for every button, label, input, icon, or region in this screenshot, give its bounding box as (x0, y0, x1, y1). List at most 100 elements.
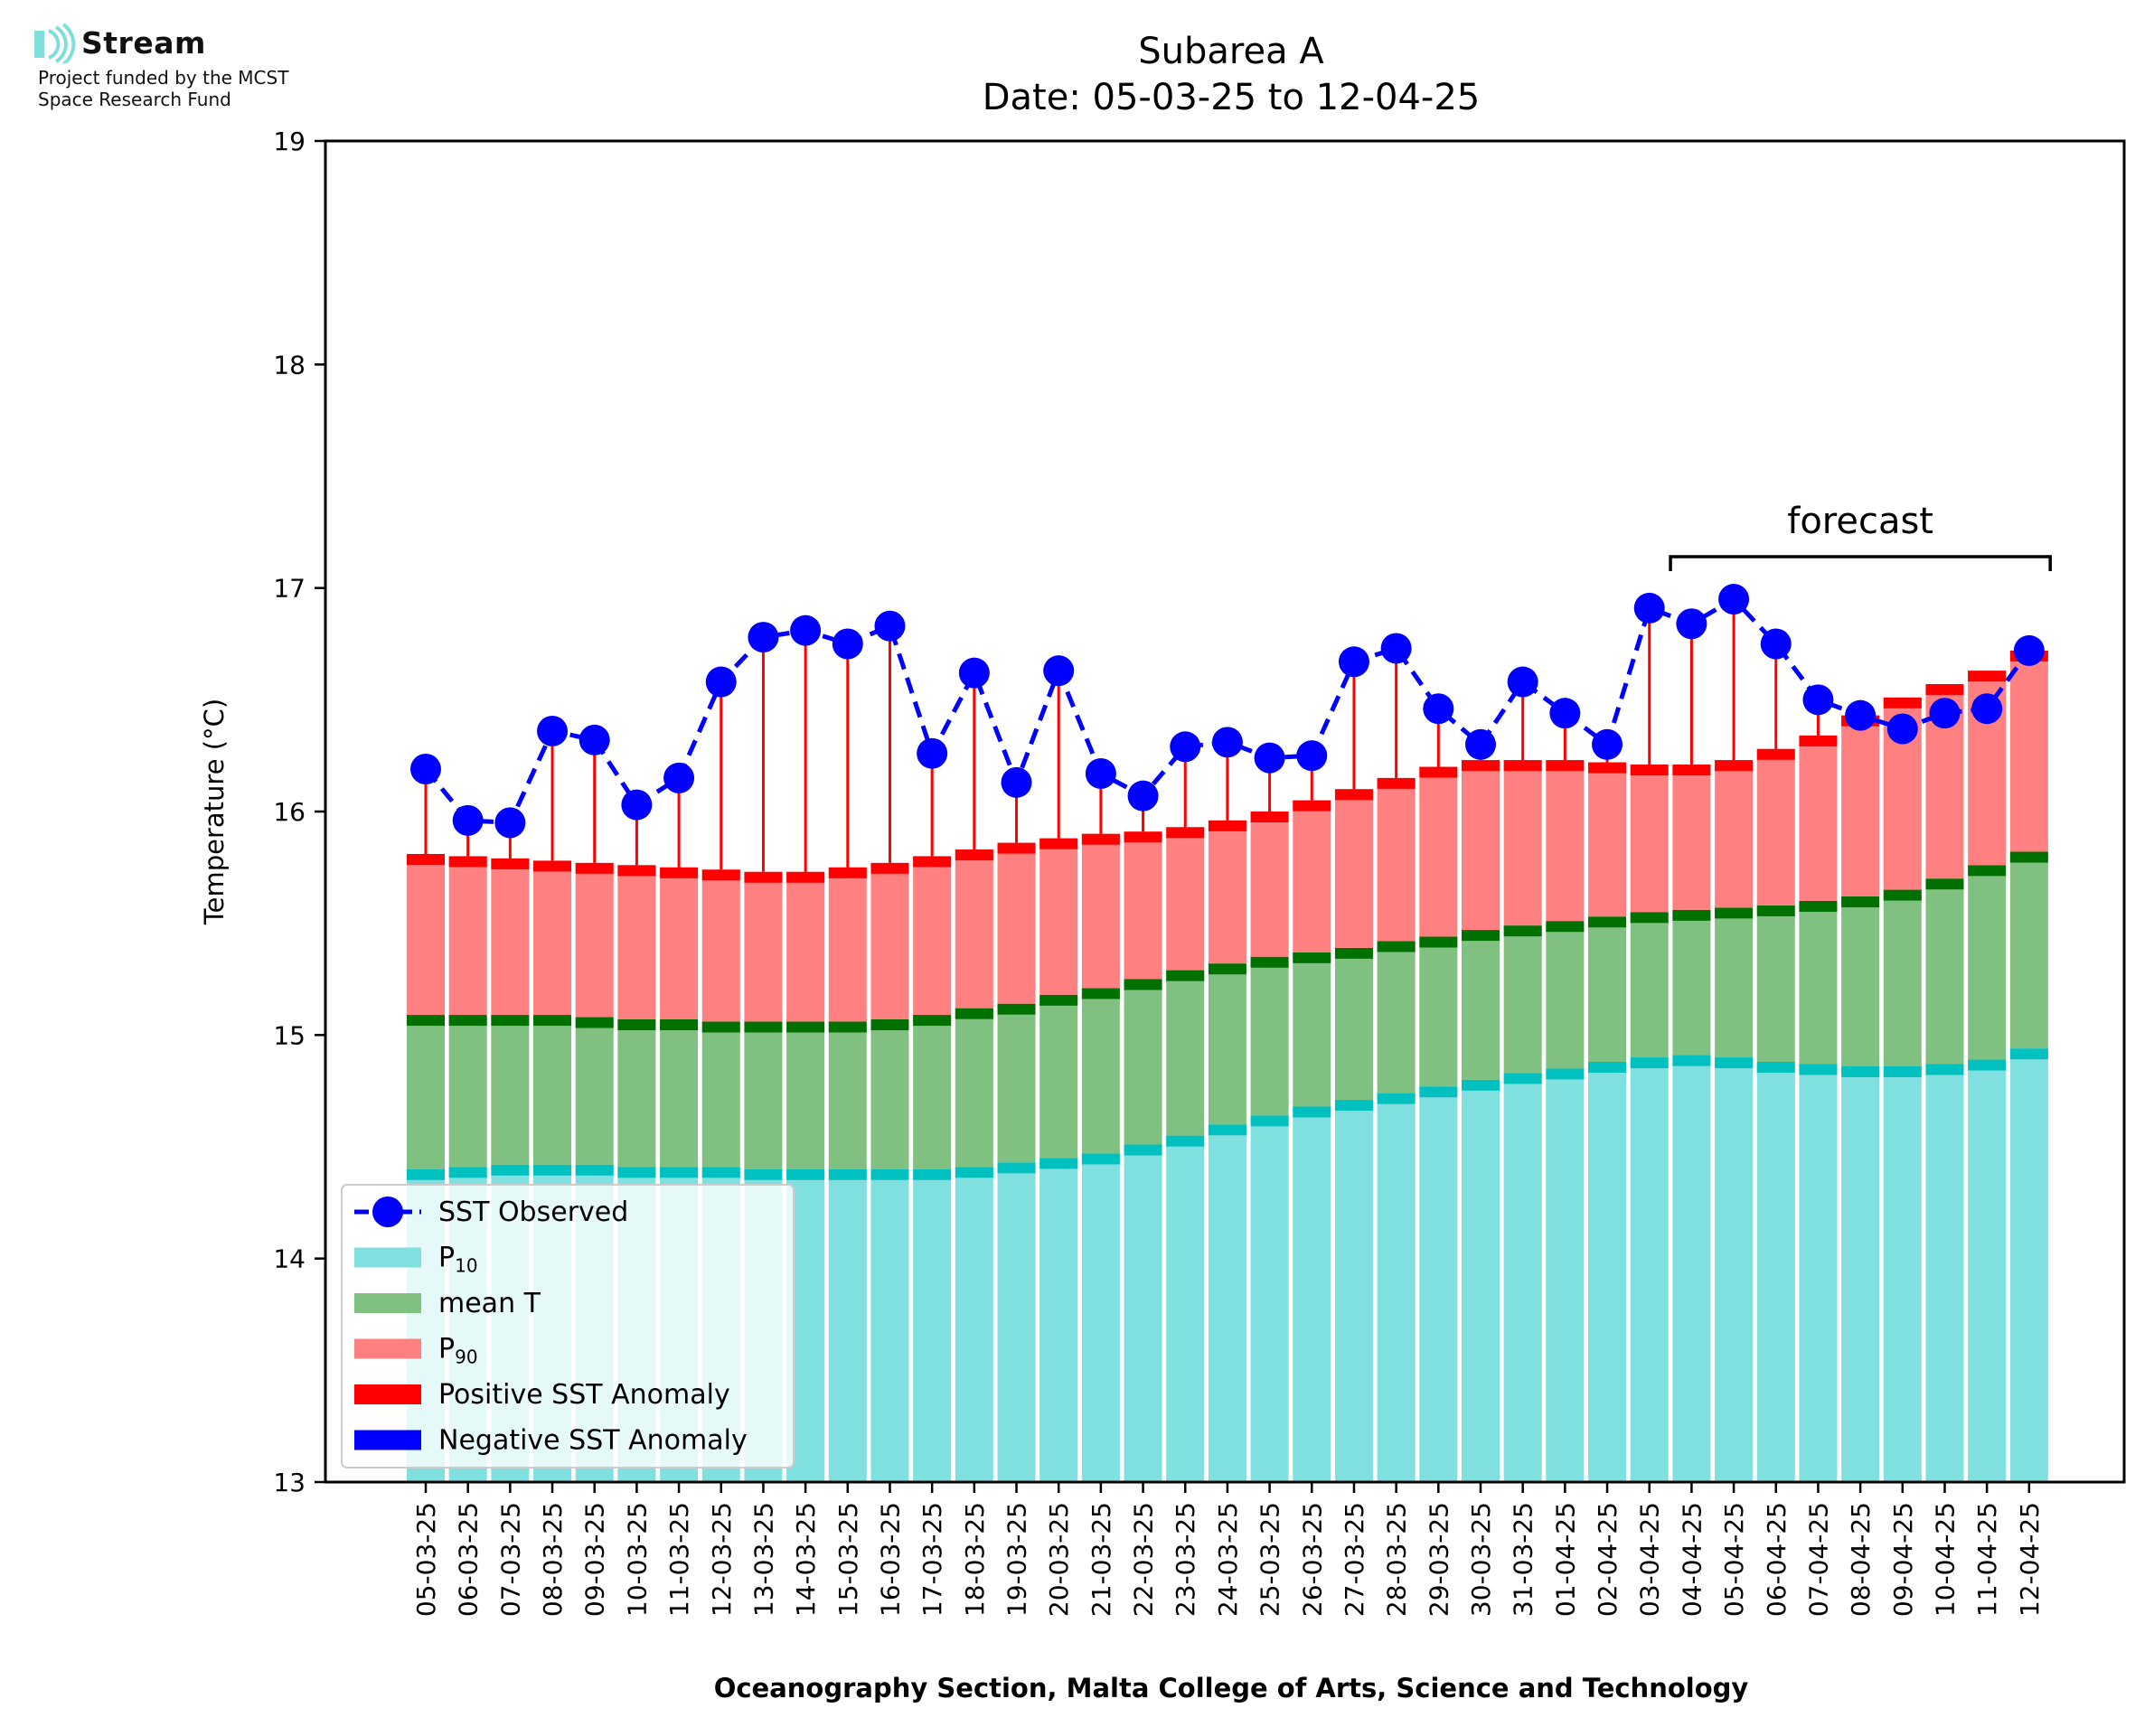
bar-mean-edge (1208, 963, 1246, 975)
bar-mean-edge (448, 1015, 487, 1027)
bar-p10-edge (1672, 1055, 1711, 1066)
bar-p90 (1039, 838, 1078, 995)
bar-mean-edge (955, 1008, 993, 1019)
bar-mean (1039, 994, 1078, 1159)
bar-p90-edge (1081, 833, 1120, 845)
bar-p90-edge (1166, 827, 1205, 839)
bar-p90-edge (1968, 671, 2007, 682)
bar-p10 (955, 1167, 993, 1482)
bar-mean (1503, 925, 1542, 1074)
bar-mean-edge (1588, 916, 1627, 928)
bar-p90-edge (1715, 760, 1754, 772)
bar-mean (786, 1021, 825, 1169)
bar-p10 (997, 1162, 1036, 1482)
sst-observed-point (874, 610, 906, 642)
x-axis-label: Oceanography Section, Malta College of A… (714, 1673, 1749, 1703)
sst-observed-point (1886, 713, 1918, 745)
x-tick-label: 22-03-25 (1129, 1502, 1159, 1617)
bar-mean (1588, 916, 1627, 1063)
sst-observed-point (410, 754, 441, 785)
bar-p10 (828, 1168, 867, 1482)
bar-p90 (1081, 833, 1120, 989)
bar-p90-edge (1588, 762, 1627, 774)
legend-swatch (354, 1338, 421, 1359)
bar-mean-edge (1756, 905, 1795, 916)
bar-mean (533, 1015, 572, 1165)
sst-observed-point (1465, 728, 1496, 760)
bar-p90 (1588, 762, 1627, 917)
bar-mean-edge (1883, 889, 1922, 901)
sst-observed-point (537, 715, 569, 746)
bar-p10-edge (2009, 1048, 2048, 1060)
bar-p90 (407, 853, 445, 1016)
bar-mean-edge (1124, 979, 1162, 990)
x-tick-label: 10-04-25 (1930, 1502, 1960, 1617)
bar-p90-edge (1546, 760, 1585, 772)
bar-mean (701, 1021, 740, 1168)
legend-swatch (354, 1293, 421, 1313)
bar-mean (1081, 988, 1120, 1154)
bar-p90 (1250, 812, 1289, 957)
bar-p10 (1841, 1065, 1880, 1482)
bar-p10 (1208, 1124, 1246, 1482)
bar-mean-edge (701, 1021, 740, 1033)
bar-p10 (1124, 1144, 1162, 1482)
bar-p90-edge (407, 853, 445, 865)
bar-p10 (1081, 1153, 1120, 1482)
bar-mean (1925, 878, 1964, 1065)
bar-mean (1462, 930, 1500, 1080)
bar-p90-edge (617, 865, 656, 877)
sst-observed-point (1592, 728, 1623, 760)
y-tick-label: 18 (273, 350, 306, 380)
bar-mean (997, 1003, 1036, 1163)
bar-p90 (575, 862, 614, 1018)
sst-observed-point (1001, 766, 1032, 798)
sst-observed-point (705, 666, 737, 698)
bar-mean-edge (786, 1021, 825, 1033)
bar-p90 (1546, 760, 1585, 922)
sst-observed-point (1760, 628, 1792, 660)
sst-observed-point (1254, 742, 1285, 774)
bar-p10-edge (955, 1167, 993, 1178)
bar-p10 (1715, 1057, 1754, 1482)
bar-mean-edge (1081, 988, 1120, 999)
x-tick-label: 21-03-25 (1086, 1502, 1116, 1617)
x-tick-label: 15-03-25 (833, 1502, 863, 1617)
bar-p90-edge (448, 856, 487, 868)
bar-p90-edge (1883, 697, 1922, 708)
logo-wordmark: Stream (81, 25, 206, 61)
bar-p90 (744, 871, 783, 1022)
bar-p90-edge (1756, 748, 1795, 760)
bar-p10-edge (1462, 1079, 1500, 1091)
x-tick-label: 10-03-25 (622, 1502, 652, 1617)
legend-label: Positive SST Anomaly (438, 1379, 730, 1411)
bar-p90 (1462, 760, 1500, 931)
bar-p10-edge (1799, 1064, 1838, 1075)
bar-p90 (786, 871, 825, 1022)
bar-mean (1799, 900, 1838, 1065)
sst-observed-point (621, 789, 653, 821)
bar-p10-edge (744, 1168, 783, 1180)
bar-mean-edge (1250, 956, 1289, 968)
bar-mean-edge (660, 1019, 699, 1031)
bar-mean-edge (407, 1015, 445, 1027)
stream-logo-icon (34, 23, 76, 66)
bar-p90-edge (1208, 820, 1246, 831)
bar-p10 (1334, 1100, 1373, 1482)
bar-mean (913, 1015, 952, 1169)
bar-p10-edge (575, 1164, 614, 1176)
bar-p10 (1968, 1059, 2007, 1482)
x-tick-label: 06-04-25 (1762, 1502, 1792, 1617)
bar-mean-edge (870, 1019, 909, 1031)
bar-p10-edge (407, 1168, 445, 1180)
bar-mean (1968, 865, 2007, 1060)
bar-p90-edge (1293, 800, 1331, 812)
chart-title: Subarea A (1138, 31, 1324, 72)
x-tick-label: 30-03-25 (1466, 1502, 1496, 1617)
sst-observed-point (2013, 634, 2045, 666)
bar-mean-edge (491, 1015, 530, 1027)
bar-p10-edge (491, 1164, 530, 1176)
x-tick-label: 27-03-25 (1340, 1502, 1369, 1617)
bar-p90 (617, 865, 656, 1020)
